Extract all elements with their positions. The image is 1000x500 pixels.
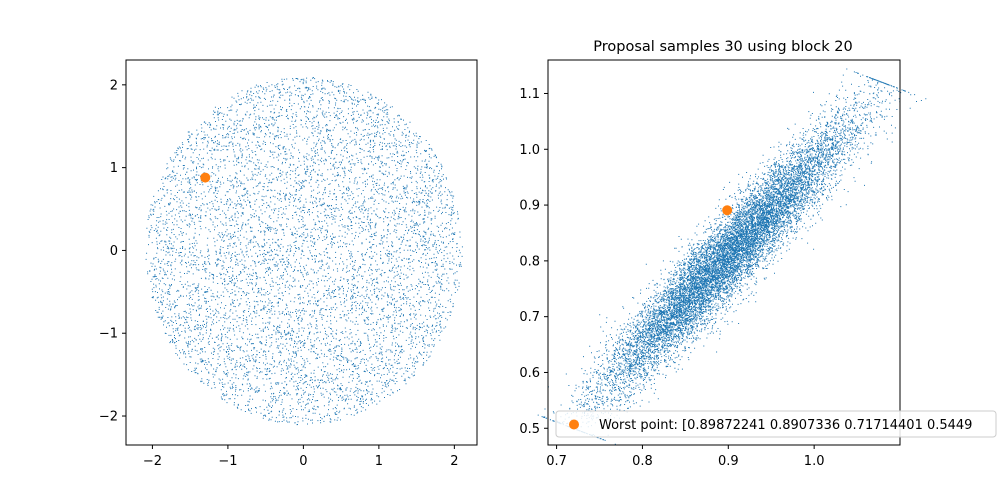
legend-marker	[569, 419, 579, 430]
y-tick-label: −1	[99, 327, 118, 342]
worst-point-marker	[722, 205, 733, 216]
x-tick-label: −1	[218, 454, 237, 469]
y-tick-label: 1	[110, 161, 118, 176]
y-tick-label: 2	[110, 78, 118, 93]
right-y-ticks: 0.5 0.6 0.7 0.8 0.9 1.0 1.1	[519, 87, 548, 437]
legend-box	[555, 410, 997, 438]
left-subplot: −2 −1 0 1 2 −2 −1 0 1 2	[99, 59, 478, 469]
x-tick-label: 2	[450, 454, 458, 469]
x-tick-label: −2	[143, 454, 162, 469]
y-tick-label: −2	[99, 410, 118, 425]
right-x-ticks: 0.7 0.8 0.9 1.0	[546, 445, 824, 469]
y-tick-label: 1.1	[519, 87, 540, 102]
legend: Worst point: [0.89872241 0.8907336 0.717…	[555, 410, 997, 438]
worst-point-marker	[200, 172, 211, 183]
right-subplot: Proposal samples 30 using block 20 0.7 0.…	[519, 39, 997, 469]
left-samples-cloud	[145, 77, 463, 426]
legend-label: Worst point: [0.89872241 0.8907336 0.717…	[599, 418, 972, 433]
x-tick-label: 0.7	[546, 454, 567, 469]
x-tick-label: 0	[299, 454, 307, 469]
right-chart-title: Proposal samples 30 using block 20	[593, 39, 852, 55]
left-x-ticks: −2 −1 0 1 2	[143, 445, 458, 469]
y-tick-label: 0.6	[519, 366, 540, 381]
right-worst-point-layer	[722, 205, 733, 216]
y-tick-label: 0.5	[519, 422, 540, 437]
y-tick-label: 0	[110, 244, 118, 259]
sample-points	[537, 68, 927, 445]
y-tick-label: 1.0	[519, 143, 540, 158]
x-tick-label: 1.0	[804, 454, 825, 469]
x-tick-label: 1	[375, 454, 383, 469]
y-tick-label: 0.8	[519, 254, 540, 269]
y-tick-label: 0.9	[519, 199, 540, 214]
sample-points	[145, 77, 463, 426]
x-tick-label: 0.8	[632, 454, 653, 469]
left-axes-frame	[125, 59, 478, 446]
right-samples-cloud	[537, 68, 927, 445]
x-tick-label: 0.9	[718, 454, 739, 469]
right-axes-frame	[547, 59, 901, 446]
left-y-ticks: −2 −1 0 1 2	[99, 78, 126, 425]
y-tick-label: 0.7	[519, 310, 540, 325]
left-worst-point-layer	[200, 172, 211, 183]
